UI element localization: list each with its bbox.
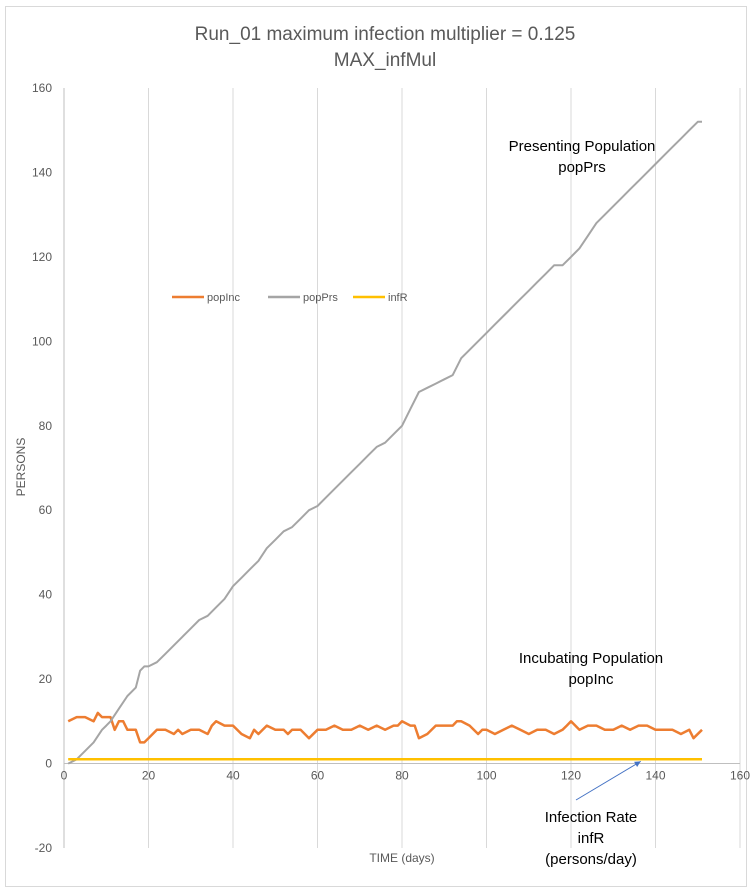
annotation-2: Incubating Population popInc	[519, 650, 663, 688]
chart-title: Run_01 maximum infection multiplier = 0.…	[195, 24, 576, 45]
y-tick-label-140: 140	[32, 165, 52, 179]
annotation-3: Infection Rate infR (persons/day)	[545, 809, 638, 868]
legend-label-popInc: popInc	[207, 292, 241, 304]
x-tick-label-0: 0	[61, 769, 68, 783]
annotation-1-line-2: popPrs	[558, 159, 606, 176]
x-tick-label-120: 120	[561, 769, 581, 783]
legend-label-popPrs: popPrs	[303, 292, 338, 304]
annotation-1-line-1: Presenting Population	[509, 138, 656, 155]
series-line-popInc	[67, 711, 703, 744]
annotation-1: Presenting Population popPrs	[509, 138, 656, 176]
y-tick-label-120: 120	[32, 250, 52, 264]
annotation-2-line-2: popInc	[568, 671, 614, 688]
y-tick-label-160: 160	[32, 81, 52, 95]
x-tick-label-40: 40	[226, 769, 240, 783]
annotation-2-line-1: Incubating Population	[519, 650, 663, 667]
x-tick-label-160: 160	[730, 769, 750, 783]
gridlines	[148, 88, 741, 848]
x-tick-label-20: 20	[142, 769, 156, 783]
infection-rate-arrow	[575, 760, 641, 801]
series-line-popPrs	[67, 120, 702, 765]
y-tick-label-0: 0	[45, 757, 52, 771]
y-tick-label--20: -20	[35, 841, 53, 855]
legend: popInc popPrs infR	[172, 292, 408, 304]
x-tick-label-80: 80	[395, 769, 409, 783]
axes: 0 20 40 60 80 100 120 140 160 -20 0 20 40 60 80 100 120 1…	[32, 81, 750, 855]
annotation-3-line-1: Infection Rate	[545, 809, 638, 826]
x-axis-title: TIME (days)	[369, 851, 434, 865]
legend-label-infR: infR	[388, 292, 408, 304]
y-tick-label-60: 60	[39, 503, 53, 517]
y-tick-label-80: 80	[39, 419, 53, 433]
x-tick-label-140: 140	[645, 769, 665, 783]
y-axis-title: PERSONS	[14, 438, 28, 497]
series-lines	[67, 120, 703, 765]
x-tick-label-100: 100	[476, 769, 496, 783]
y-tick-label-40: 40	[39, 588, 53, 602]
chart-subtitle: MAX_infMul	[334, 50, 436, 71]
annotation-3-line-3: (persons/day)	[545, 851, 637, 868]
y-tick-label-100: 100	[32, 334, 52, 348]
x-tick-label-60: 60	[311, 769, 325, 783]
annotation-3-line-2: infR	[578, 830, 605, 847]
y-tick-label-20: 20	[39, 672, 53, 686]
annotations: Presenting Population popPrs Incubating Po…	[509, 138, 664, 868]
